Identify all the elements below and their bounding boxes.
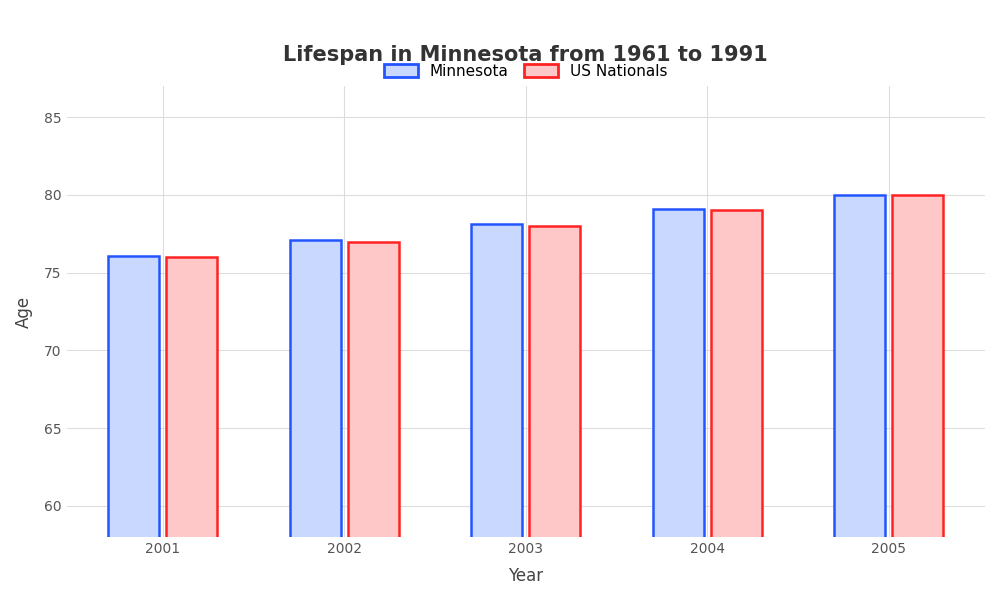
Bar [892,195,943,600]
Bar [471,224,522,600]
Bar [348,242,399,600]
Y-axis label: Age: Age [15,295,33,328]
Bar [529,226,580,600]
X-axis label: Year: Year [508,567,543,585]
Bar [653,209,704,600]
Bar [711,211,762,600]
Title: Lifespan in Minnesota from 1961 to 1991: Lifespan in Minnesota from 1961 to 1991 [283,45,768,65]
Bar [290,240,341,600]
Bar [834,195,885,600]
Legend: Minnesota, US Nationals: Minnesota, US Nationals [378,58,674,85]
Bar [108,256,159,600]
Bar [166,257,217,600]
